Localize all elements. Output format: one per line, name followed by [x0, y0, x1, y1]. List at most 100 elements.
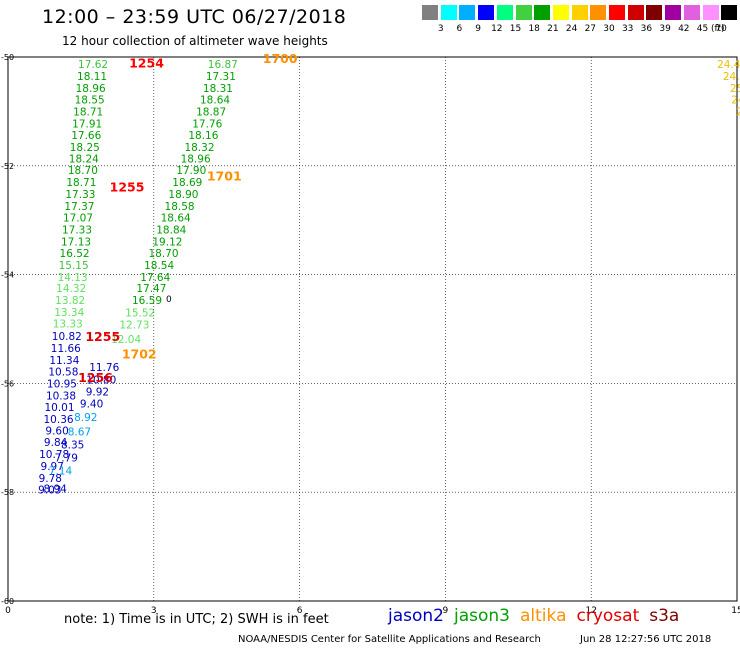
wave-height-value: 11.66	[51, 343, 81, 355]
wave-height-value: 18.54	[144, 260, 174, 272]
wave-height-value: 17.66	[71, 130, 101, 142]
y-tick-label: -56	[1, 379, 14, 388]
wave-height-value: 24.46	[717, 59, 740, 71]
wave-height-value: 18.11	[77, 71, 107, 83]
plot-frame	[7, 56, 738, 602]
color-scale-label: 33	[621, 24, 634, 34]
wave-height-value: 18.64	[161, 212, 191, 224]
wave-height-value: 15.52	[125, 308, 155, 320]
wave-height-value: 13.82	[55, 295, 85, 307]
wave-height-value: 13.33	[53, 319, 83, 331]
wave-height-value: 18.84	[156, 224, 186, 236]
wave-height-value: 18.58	[165, 201, 195, 213]
wave-height-value: 17.13	[61, 236, 91, 248]
wave-height-value: 17.33	[62, 224, 92, 236]
wave-height-value: 13.34	[54, 307, 84, 319]
chart-subtitle: 12 hour collection of altimeter wave hei…	[62, 34, 328, 48]
contour-label: 0	[166, 295, 172, 305]
satellite-cryosat: cryosat	[576, 606, 640, 626]
wave-height-value: 9.60	[45, 426, 68, 438]
wave-height-value: 18.70	[68, 165, 98, 177]
color-scale-label: 12	[491, 24, 503, 34]
y-tick-label: -52	[1, 162, 14, 171]
wave-height-value: 18.32	[184, 142, 214, 154]
color-scale-label: 27	[584, 24, 597, 34]
wave-height-value: 17.91	[72, 118, 102, 130]
satellite-jason2: jason2	[388, 606, 444, 626]
wave-height-value: 17.76	[192, 118, 222, 130]
color-swatch	[496, 5, 513, 20]
pass-time-label: 1254	[129, 56, 164, 71]
wave-height-value: 18.16	[188, 130, 218, 142]
wave-height-value: 10.58	[48, 366, 78, 378]
wave-height-value: 18.24	[69, 154, 99, 166]
wave-height-value: 10.82	[52, 331, 82, 343]
wave-height-value: 12.73	[119, 320, 149, 332]
satellite-legend: jason2 jason3 altika cryosat s3a	[388, 606, 689, 626]
color-swatch	[459, 5, 476, 20]
wave-height-value: 17.64	[140, 272, 170, 284]
wave-height-value: 9.78	[39, 473, 62, 485]
color-swatch	[646, 5, 663, 20]
wave-height-value: 24.8	[723, 71, 740, 83]
color-swatch	[571, 5, 588, 20]
color-scale-label: 39	[659, 24, 671, 34]
color-swatch	[702, 5, 719, 20]
wave-height-value: 2	[736, 106, 740, 118]
color-scale-label: 42	[678, 24, 690, 34]
color-scale-label: 45	[696, 24, 709, 34]
wave-height-value: 18.31	[203, 83, 233, 95]
color-scale-label: 70	[715, 24, 727, 34]
wave-height-value: 18.96	[76, 83, 106, 95]
color-scale-label: 15	[509, 24, 522, 34]
color-swatch	[609, 5, 625, 20]
wave-height-value: 14.13	[58, 272, 88, 284]
color-swatch	[665, 5, 682, 20]
wave-height-value: 15.15	[59, 260, 89, 272]
color-swatch	[422, 5, 438, 20]
pass-time-label: 1700	[263, 51, 298, 66]
generated-timestamp: Jun 28 12:27:56 UTC 2018	[580, 634, 712, 645]
x-tick-label: 3	[151, 606, 157, 616]
wave-height-value: 8.92	[74, 412, 97, 424]
chart-title: 12:00 – 23:59 UTC 06/27/2018	[42, 6, 347, 28]
wave-height-value: 17.31	[206, 71, 236, 83]
y-tick-label: -50	[1, 53, 14, 62]
wave-height-value: 18.71	[66, 177, 96, 189]
x-tick-label: 6	[297, 606, 303, 616]
pass-time-label: 1255	[110, 180, 145, 195]
wave-height-value: 8.35	[61, 439, 84, 451]
wave-height-value: 16.87	[208, 59, 238, 71]
color-swatch	[534, 5, 551, 20]
wave-height-value: 10.95	[47, 378, 77, 390]
x-tick-label: 12	[585, 606, 596, 616]
wave-height-value: 10.38	[46, 390, 76, 402]
color-swatch	[683, 5, 700, 20]
y-tick-label: -54	[1, 271, 14, 280]
wave-height-value: 17.07	[63, 212, 93, 224]
wave-height-value: 14.32	[56, 283, 86, 295]
color-swatch	[627, 5, 644, 20]
pass-time-label: 1256	[78, 370, 113, 385]
wave-height-value: 18.55	[75, 94, 105, 106]
wave-height-value: 11.76	[89, 362, 119, 374]
color-swatch	[552, 5, 569, 20]
wave-height-value: 7.79	[55, 452, 78, 464]
wave-height-value: 17.37	[64, 201, 94, 213]
pass-time-label: 1255	[85, 329, 120, 344]
color-scale-label: 24	[565, 24, 578, 34]
wave-height-value: 10.78	[39, 449, 69, 461]
satellite-s3a: s3a	[649, 606, 680, 626]
y-tick-label: -58	[1, 488, 14, 497]
wave-height-value: 18.64	[200, 94, 230, 106]
wave-height-value: 12.04	[111, 334, 141, 346]
footer-note: note: 1) Time is in UTC; 2) SWH is in fe…	[64, 612, 329, 627]
color-scale-unit: (ft)	[711, 24, 725, 34]
wave-height-value: 18.71	[73, 106, 103, 118]
wave-height-value: 10.01	[44, 402, 74, 414]
pass-time-label: 1702	[122, 347, 157, 362]
pass-time-label: 1701	[207, 169, 242, 184]
color-scale-label: 6	[456, 24, 463, 34]
color-scale-label: 36	[640, 24, 653, 34]
